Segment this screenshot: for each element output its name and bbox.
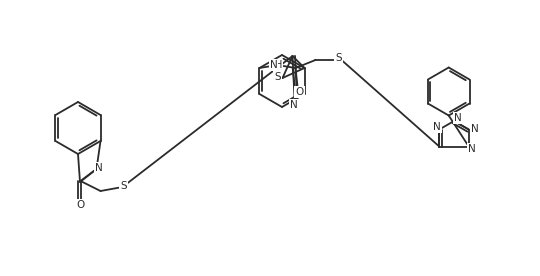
- Text: N: N: [471, 124, 478, 134]
- Text: O: O: [76, 200, 85, 210]
- Text: S: S: [335, 53, 342, 63]
- Text: H: H: [275, 60, 282, 70]
- Text: S: S: [120, 181, 127, 191]
- Text: S: S: [274, 72, 281, 82]
- Text: N: N: [454, 113, 462, 123]
- Text: N: N: [269, 60, 278, 70]
- Text: N: N: [468, 145, 476, 155]
- Text: N: N: [434, 121, 441, 131]
- Text: N: N: [289, 100, 298, 110]
- Text: O: O: [295, 87, 303, 97]
- Text: N: N: [94, 163, 103, 173]
